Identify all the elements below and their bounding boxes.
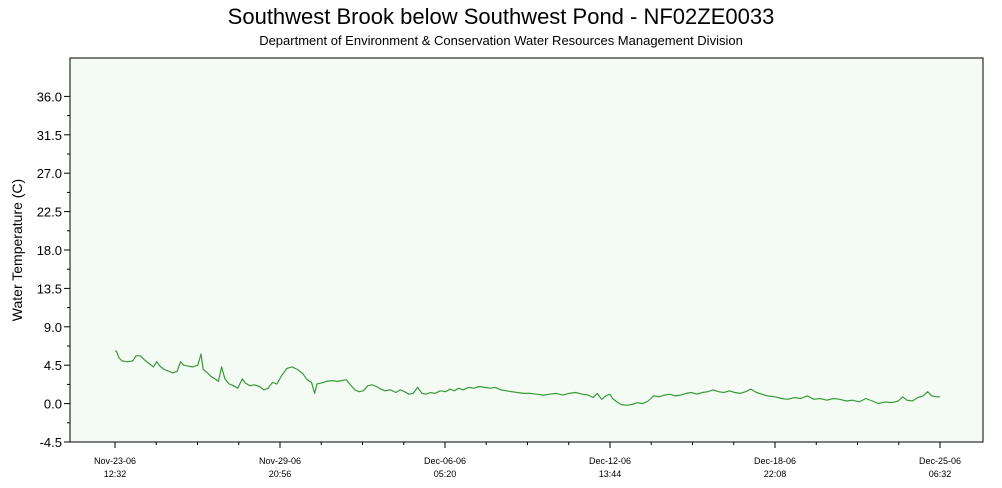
x-tick-label-date: Dec-06-06 xyxy=(424,456,466,466)
x-tick-label-date: Nov-23-06 xyxy=(94,456,136,466)
x-tick-label-time: 13:44 xyxy=(599,469,622,479)
y-tick-label: 4.5 xyxy=(44,358,62,373)
y-tick-label: 31.5 xyxy=(37,128,62,143)
y-tick-label: 18.0 xyxy=(37,243,62,258)
y-tick-label: 22.5 xyxy=(37,205,62,220)
series-line xyxy=(114,350,940,406)
y-axis: -4.5 0.0 4.5 9.0 13.5 18.0 22.5 27.0 31.5 36.0 xyxy=(37,89,70,450)
x-tick-label-time: 12:32 xyxy=(104,469,127,479)
chart-title: Southwest Brook below Southwest Pond - N… xyxy=(227,4,775,29)
x-tick-label-date: Dec-18-06 xyxy=(754,456,796,466)
x-tick-label-date: Dec-25-06 xyxy=(919,456,961,466)
chart-subtitle: Department of Environment & Conservation… xyxy=(259,33,743,48)
y-axis-title: Water Temperature (C) xyxy=(9,179,25,321)
x-tick-label-date: Dec-12-06 xyxy=(589,456,631,466)
x-tick-label-time: 06:32 xyxy=(929,469,952,479)
plot-area xyxy=(69,57,984,443)
x-axis: Nov-23-06 12:32 Nov-29-06 20:56 Dec-06-06 05:… xyxy=(94,442,961,479)
x-tick-label-date: Nov-29-06 xyxy=(259,456,301,466)
y-tick-label: -4.5 xyxy=(40,435,62,450)
x-tick-label-time: 20:56 xyxy=(269,469,292,479)
x-tick-label-time: 22:08 xyxy=(764,469,787,479)
y-tick-label: 27.0 xyxy=(37,166,62,181)
y-tick-label: 0.0 xyxy=(44,397,62,412)
y-tick-label: 9.0 xyxy=(44,320,62,335)
y-tick-label: 13.5 xyxy=(37,281,62,296)
y-tick-label: 36.0 xyxy=(37,89,62,104)
series-layer xyxy=(114,350,940,406)
x-tick-label-time: 05:20 xyxy=(434,469,457,479)
